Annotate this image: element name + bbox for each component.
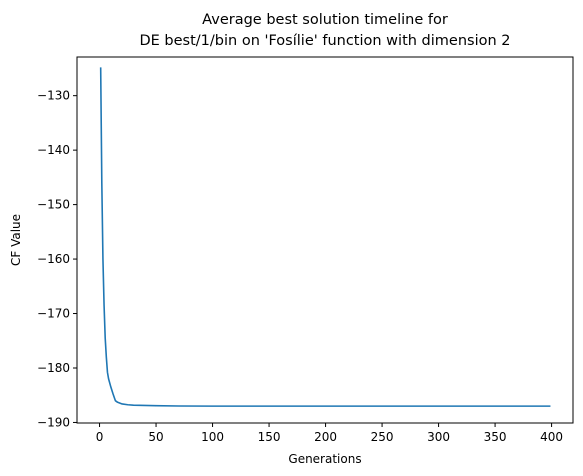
x-tick-label: 350 [484,430,507,444]
x-axis-label: Generations [288,452,361,466]
chart-title: Average best solution timeline for DE be… [140,12,511,49]
y-tick-label: −170 [37,307,70,321]
y-tick-label: −130 [37,89,70,103]
y-tick-label: −150 [37,198,70,212]
chart-title-line-1: Average best solution timeline for [202,12,448,28]
x-tick-label: 150 [258,430,281,444]
x-tick-label: 100 [201,430,224,444]
y-tick-label: −180 [37,361,70,375]
x-axis: 0 50 100 150 200 250 300 350 400 [96,423,563,444]
plot-area [99,67,551,407]
series-line-0 [99,67,551,407]
x-tick-label: 300 [427,430,450,444]
x-tick-label: 400 [540,430,563,444]
plot-frame [76,56,574,424]
y-tick-label: −160 [37,252,70,266]
y-tick-label: −140 [37,143,70,157]
x-tick-label: 250 [371,430,394,444]
x-tick-label: 50 [148,430,163,444]
y-axis: −130 −140 −150 −160 −170 −180 −190 [37,89,77,429]
x-tick-label: 0 [96,430,104,444]
chart-title-line-2: DE best/1/bin on 'Fosílie' function with… [140,33,511,49]
y-tick-label: −190 [37,415,70,429]
x-tick-label: 200 [314,430,337,444]
y-axis-label: CF Value [9,214,23,266]
